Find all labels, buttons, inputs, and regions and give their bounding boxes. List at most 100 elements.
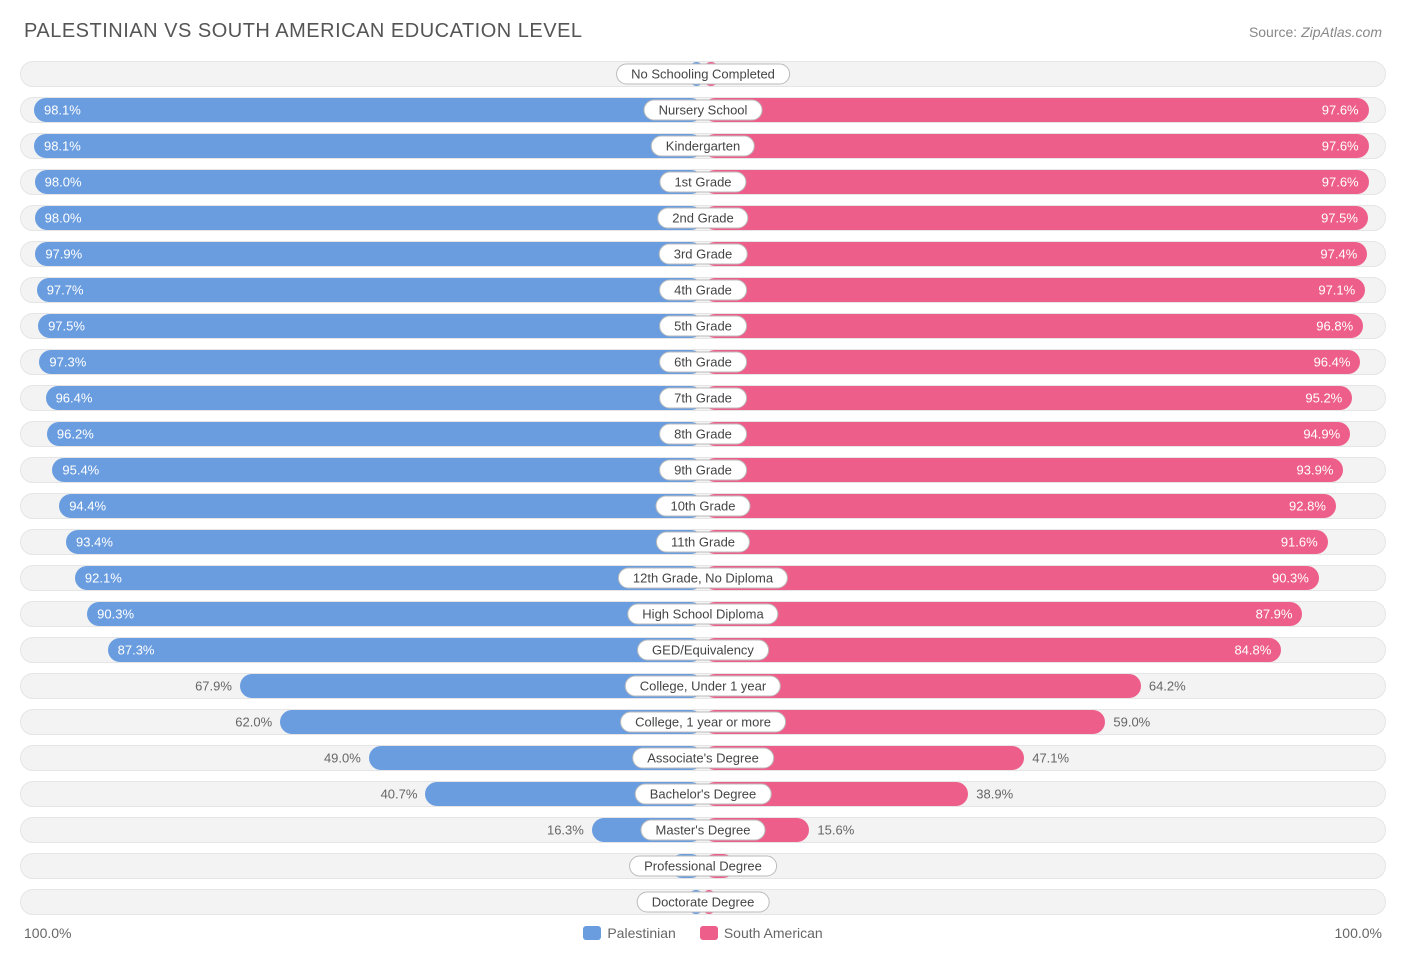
bar-left — [52, 458, 703, 482]
chart-row: 4.8%4.7%Professional Degree — [20, 853, 1386, 879]
bar-value-right: 94.9% — [1303, 427, 1340, 442]
axis-left-max: 100.0% — [24, 925, 71, 941]
bar-value-left: 49.0% — [324, 751, 361, 766]
chart-row: 92.1%90.3%12th Grade, No Diploma — [20, 565, 1386, 591]
bar-value-right: 84.8% — [1234, 643, 1271, 658]
category-label: 1st Grade — [659, 172, 746, 193]
bar-value-left: 97.3% — [49, 355, 86, 370]
bar-value-left: 94.4% — [69, 499, 106, 514]
chart-row: 93.4% 91.6% 11th Grade — [20, 529, 1386, 555]
bar-value-left: 98.0% — [45, 175, 82, 190]
bar-value-left: 16.3% — [547, 823, 584, 838]
bar-value-right: 38.9% — [976, 787, 1013, 802]
bar-left — [75, 566, 703, 590]
bar-value-left: 97.7% — [47, 283, 84, 298]
bar-value-left: 98.1% — [44, 103, 81, 118]
bar-right — [703, 638, 1281, 662]
bar-right — [703, 242, 1367, 266]
bar-right — [703, 386, 1352, 410]
chart-source: Source: ZipAtlas.com — [1249, 24, 1382, 40]
bar-left — [46, 386, 703, 410]
chart-footer: 100.0% Palestinian South American 100.0% — [20, 925, 1386, 941]
bar-left — [35, 206, 703, 230]
category-label: 5th Grade — [659, 316, 747, 337]
bar-value-right: 93.9% — [1297, 463, 1334, 478]
bar-value-right: 97.5% — [1321, 211, 1358, 226]
bar-left — [35, 242, 703, 266]
bar-right — [703, 602, 1302, 626]
legend-label-right: South American — [724, 925, 823, 941]
bar-value-left: 62.0% — [235, 715, 272, 730]
chart-row: 16.3%15.6%Master's Degree — [20, 817, 1386, 843]
bar-right — [703, 494, 1336, 518]
bar-left — [47, 422, 703, 446]
chart-row: 98.0% 97.6% 1st Grade — [20, 169, 1386, 195]
chart-row: 40.7% 38.9% Bachelor's Degree — [20, 781, 1386, 807]
bar-left — [66, 530, 703, 554]
bar-value-right: 97.6% — [1322, 103, 1359, 118]
category-label: College, Under 1 year — [625, 676, 781, 697]
bar-value-right: 97.6% — [1322, 175, 1359, 190]
bar-left — [38, 314, 703, 338]
bar-value-right: 47.1% — [1032, 751, 1069, 766]
bar-left — [34, 134, 703, 158]
bar-value-left: 93.4% — [76, 535, 113, 550]
bar-right — [703, 458, 1343, 482]
chart-row: 95.4%93.9%9th Grade — [20, 457, 1386, 483]
bar-value-right: 59.0% — [1113, 715, 1150, 730]
source-label: Source: — [1249, 24, 1301, 40]
category-label: Bachelor's Degree — [635, 784, 772, 805]
chart-row: 87.3% 84.8% GED/Equivalency — [20, 637, 1386, 663]
bar-value-right: 95.2% — [1305, 391, 1342, 406]
bar-left — [87, 602, 703, 626]
category-label: 2nd Grade — [657, 208, 748, 229]
bar-right — [703, 350, 1360, 374]
chart-title: PALESTINIAN VS SOUTH AMERICAN EDUCATION … — [24, 20, 583, 43]
bar-value-left: 90.3% — [97, 607, 134, 622]
source-name: ZipAtlas.com — [1301, 24, 1382, 40]
bar-value-right: 87.9% — [1256, 607, 1293, 622]
bar-left — [108, 638, 703, 662]
category-label: Nursery School — [644, 100, 763, 121]
bar-value-left: 98.0% — [45, 211, 82, 226]
diverging-bar-chart: 1.9%2.4%No Schooling Completed98.1%97.6%… — [20, 61, 1386, 915]
category-label: 10th Grade — [655, 496, 750, 517]
category-label: GED/Equivalency — [637, 640, 769, 661]
chart-row: 94.4% 92.8% 10th Grade — [20, 493, 1386, 519]
category-label: 11th Grade — [656, 532, 750, 553]
bar-value-left: 92.1% — [85, 571, 122, 586]
chart-row: 97.5%96.8%5th Grade — [20, 313, 1386, 339]
chart-row: 98.1% 97.6% Nursery School — [20, 97, 1386, 123]
bar-left — [35, 170, 703, 194]
chart-row: 67.9%64.2%College, Under 1 year — [20, 673, 1386, 699]
category-label: 7th Grade — [659, 388, 747, 409]
bar-right — [703, 422, 1350, 446]
bar-value-left: 40.7% — [381, 787, 418, 802]
bar-right — [703, 134, 1369, 158]
bar-right — [703, 206, 1368, 230]
bar-left — [37, 278, 703, 302]
bar-value-right: 92.8% — [1289, 499, 1326, 514]
category-label: 12th Grade, No Diploma — [618, 568, 788, 589]
legend: Palestinian South American — [583, 925, 822, 941]
chart-row: 49.0% 47.1% Associate's Degree — [20, 745, 1386, 771]
bar-value-right: 97.4% — [1320, 247, 1357, 262]
chart-row: 90.3% 87.9% High School Diploma — [20, 601, 1386, 627]
bar-value-right: 96.4% — [1314, 355, 1351, 370]
bar-value-left: 96.2% — [57, 427, 94, 442]
bar-value-right: 91.6% — [1281, 535, 1318, 550]
category-label: 3rd Grade — [659, 244, 748, 265]
bar-value-left: 67.9% — [195, 679, 232, 694]
bar-value-left: 87.3% — [118, 643, 155, 658]
chart-row: 98.0% 97.5% 2nd Grade — [20, 205, 1386, 231]
category-label: High School Diploma — [627, 604, 778, 625]
legend-swatch-left — [583, 926, 601, 940]
category-label: Associate's Degree — [632, 748, 774, 769]
bar-right — [703, 98, 1369, 122]
chart-row: 96.4%95.2%7th Grade — [20, 385, 1386, 411]
bar-left — [39, 350, 703, 374]
chart-row: 96.2%94.9%8th Grade — [20, 421, 1386, 447]
chart-row: 97.3%96.4%6th Grade — [20, 349, 1386, 375]
bar-value-right: 97.1% — [1318, 283, 1355, 298]
chart-row: 97.7%97.1%4th Grade — [20, 277, 1386, 303]
